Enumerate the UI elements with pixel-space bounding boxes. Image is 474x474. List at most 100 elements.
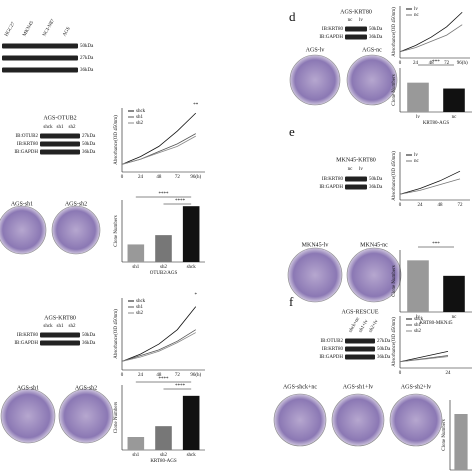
row-label: IB:GAPDH <box>319 185 343 190</box>
series-line <box>399 356 449 363</box>
x-tick-label: shck <box>187 265 197 270</box>
x-axis-label: KRT80-MKN45 <box>419 321 453 326</box>
x-tick-label: 24 <box>413 61 419 66</box>
row-label: IB:KRT80 <box>17 142 39 147</box>
bar <box>155 426 172 450</box>
series-line <box>121 306 197 362</box>
blot-band <box>40 141 80 147</box>
x-tick-label: 24 <box>418 203 424 208</box>
significance: *** <box>432 242 440 247</box>
row-label: IB:OTUB2 <box>321 339 344 344</box>
kda-label: 36kDa <box>80 68 94 73</box>
row-label: IB:GAPDH <box>14 150 38 155</box>
x-tick-label: shck <box>187 453 197 458</box>
bar <box>407 260 429 312</box>
bar <box>182 395 200 450</box>
x-tick-label: 48 <box>438 203 444 208</box>
plate-label: AGS-sh1+lv <box>343 384 373 390</box>
x-axis-label: OTUB2/AGS <box>150 271 178 276</box>
significance: **** <box>159 192 170 197</box>
blot-band <box>40 133 80 139</box>
lane-label: nc <box>348 167 354 172</box>
y-axis-label: Absorbance(OD 450nm) <box>392 151 397 201</box>
kda-label: 50kDa <box>82 142 96 147</box>
legend-label: nc <box>414 13 420 18</box>
bar <box>182 206 200 262</box>
panel-letter: f <box>289 294 294 309</box>
colony-plate <box>331 393 385 447</box>
x-tick-label: nc <box>452 115 458 120</box>
colony-plate <box>58 388 114 444</box>
row-label: IB:KRT80 <box>322 347 344 352</box>
colony-plate <box>0 388 56 444</box>
y-axis-label: Absorbance(OD 450nm) <box>392 7 397 57</box>
colony-plate <box>389 393 443 447</box>
plate-label: MKN45-nc <box>360 242 388 248</box>
x-tick-label: 24 <box>446 371 452 376</box>
x-tick-label: 72 <box>175 175 181 180</box>
series-line <box>121 332 196 362</box>
kda-label: 36kDa <box>369 35 383 40</box>
kda-label: 27kDa <box>80 56 94 61</box>
colony-plate <box>273 393 327 447</box>
kda-label: 36kDa <box>377 355 391 360</box>
plate-label: MKN45-lv <box>302 242 329 248</box>
x-axis-label: KRT80-AGS <box>150 459 177 464</box>
legend-label: sh2 <box>136 311 143 316</box>
bar <box>155 235 172 262</box>
series-line <box>121 112 197 165</box>
plate-label: AGS-sh2 <box>75 385 97 391</box>
bar <box>443 275 465 312</box>
lane-label: shck <box>43 324 53 329</box>
x-axis-label: KRT80-AGS <box>423 121 450 126</box>
kda-label: 50kDa <box>80 44 94 49</box>
lane-label: nc <box>348 18 354 23</box>
blot-band <box>40 332 80 338</box>
row-label: IB:GAPDH <box>319 355 343 360</box>
lane-label: sh2+lv <box>368 319 379 334</box>
colony-plate <box>289 54 341 106</box>
x-tick-label: 72 <box>175 373 181 378</box>
x-tick-label: 0 <box>121 175 124 180</box>
legend-label: sh2 <box>414 329 421 334</box>
legend-label: sh1 <box>414 323 421 328</box>
colony-plate <box>346 247 402 303</box>
series-line <box>399 350 449 363</box>
plate-label: AGS-nc <box>362 47 382 53</box>
blot-band <box>345 346 375 352</box>
blot-title: MKN45-KRT80 <box>336 157 376 163</box>
blot-band <box>345 184 367 190</box>
row-label: IB:GAPDH <box>14 341 38 346</box>
legend-label: nc <box>414 159 420 164</box>
significance: *** <box>432 60 440 65</box>
legend-label: shck <box>136 299 146 304</box>
legend-label: shck <box>414 317 424 322</box>
lane-label: MKN45 <box>22 20 35 37</box>
blot-band <box>2 67 78 73</box>
x-tick-label: sh2 <box>160 265 167 270</box>
y-axis-label: Absorbance(OD 450nm) <box>114 115 119 165</box>
blot-title: AGS-RESCUE <box>341 309 378 315</box>
x-tick-label: 48 <box>429 61 435 66</box>
x-tick-label: 0 <box>399 371 402 376</box>
plate-label: AGS-shck+nc <box>283 384 317 390</box>
lane-label: sh2 <box>69 324 76 329</box>
bar <box>407 82 429 112</box>
bar <box>454 414 468 470</box>
colony-plate <box>0 205 47 255</box>
kda-label: 36kDa <box>82 341 96 346</box>
kda-label: 27kDa <box>377 339 391 344</box>
x-tick-label: 72 <box>458 203 464 208</box>
blot-title: AGS-OTUB2 <box>43 115 76 121</box>
kda-label: 50kDa <box>369 177 383 182</box>
plate-label: AGS-sh2+lv <box>401 384 431 390</box>
kda-label: 50kDa <box>377 347 391 352</box>
series-line <box>399 24 463 53</box>
row-label: IB:KRT80 <box>322 27 344 32</box>
row-label: IB:KRT80 <box>17 333 39 338</box>
y-axis-label: Absorbance(OD 450nm) <box>392 317 397 367</box>
colony-plate <box>287 247 343 303</box>
lane-label: HGC27 <box>4 21 16 37</box>
plate-label: AGS-lv <box>306 47 325 53</box>
x-tick-label: 48 <box>156 373 162 378</box>
